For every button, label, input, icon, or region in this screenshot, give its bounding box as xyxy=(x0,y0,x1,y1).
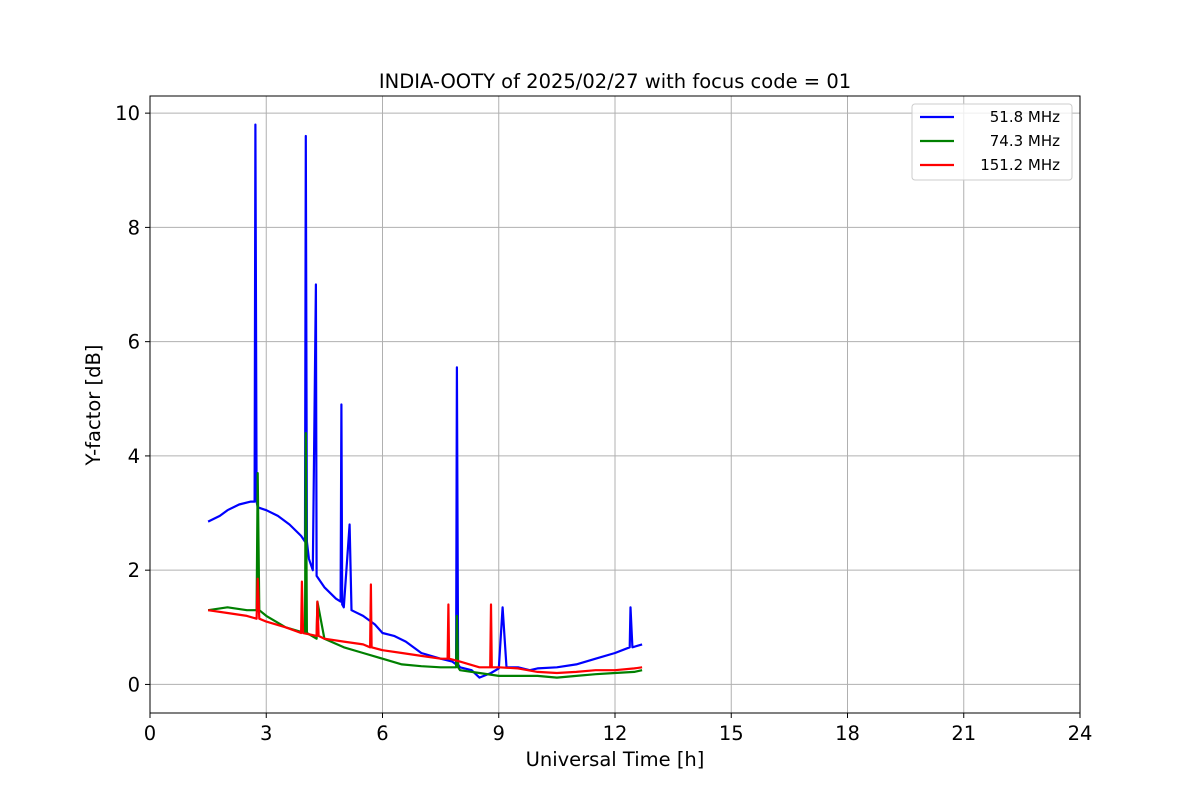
x-tick-label: 12 xyxy=(603,722,628,745)
y-tick-label: 10 xyxy=(115,102,140,125)
series-layer xyxy=(207,123,643,679)
x-tick-label: 24 xyxy=(1068,722,1093,745)
x-tick-label: 21 xyxy=(951,722,976,745)
y-tick-label: 0 xyxy=(128,673,140,696)
legend-label: 74.3 MHz xyxy=(990,132,1060,150)
series-line-74-3-mhz xyxy=(207,432,643,679)
x-axis: 0 3 6 9 12 15 18 21 24 xyxy=(144,713,1093,745)
legend-label: 151.2 MHz xyxy=(980,156,1060,174)
x-tick-label: 3 xyxy=(260,722,272,745)
legend-box xyxy=(911,103,1073,181)
x-tick-label: 18 xyxy=(835,722,860,745)
legend: 51.8 MHz 74.3 MHz 151.2 MHz xyxy=(911,103,1073,181)
legend-label: 51.8 MHz xyxy=(990,108,1060,126)
y-tick-label: 8 xyxy=(128,216,140,239)
chart-title: INDIA-OOTY of 2025/02/27 with focus code… xyxy=(379,70,851,93)
y-tick-label: 2 xyxy=(128,559,140,582)
y-axis: 0 2 4 6 8 10 xyxy=(115,102,150,696)
x-tick-label: 9 xyxy=(493,722,505,745)
x-axis-label: Universal Time [h] xyxy=(526,748,705,771)
y-axis-label: Y-factor [dB] xyxy=(82,345,105,467)
y-tick-label: 6 xyxy=(128,331,140,354)
x-tick-label: 6 xyxy=(376,722,388,745)
series-line-151-2-mhz xyxy=(207,577,643,675)
y-tick-label: 4 xyxy=(128,445,140,468)
x-tick-label: 0 xyxy=(144,722,156,745)
x-tick-label: 15 xyxy=(719,722,744,745)
